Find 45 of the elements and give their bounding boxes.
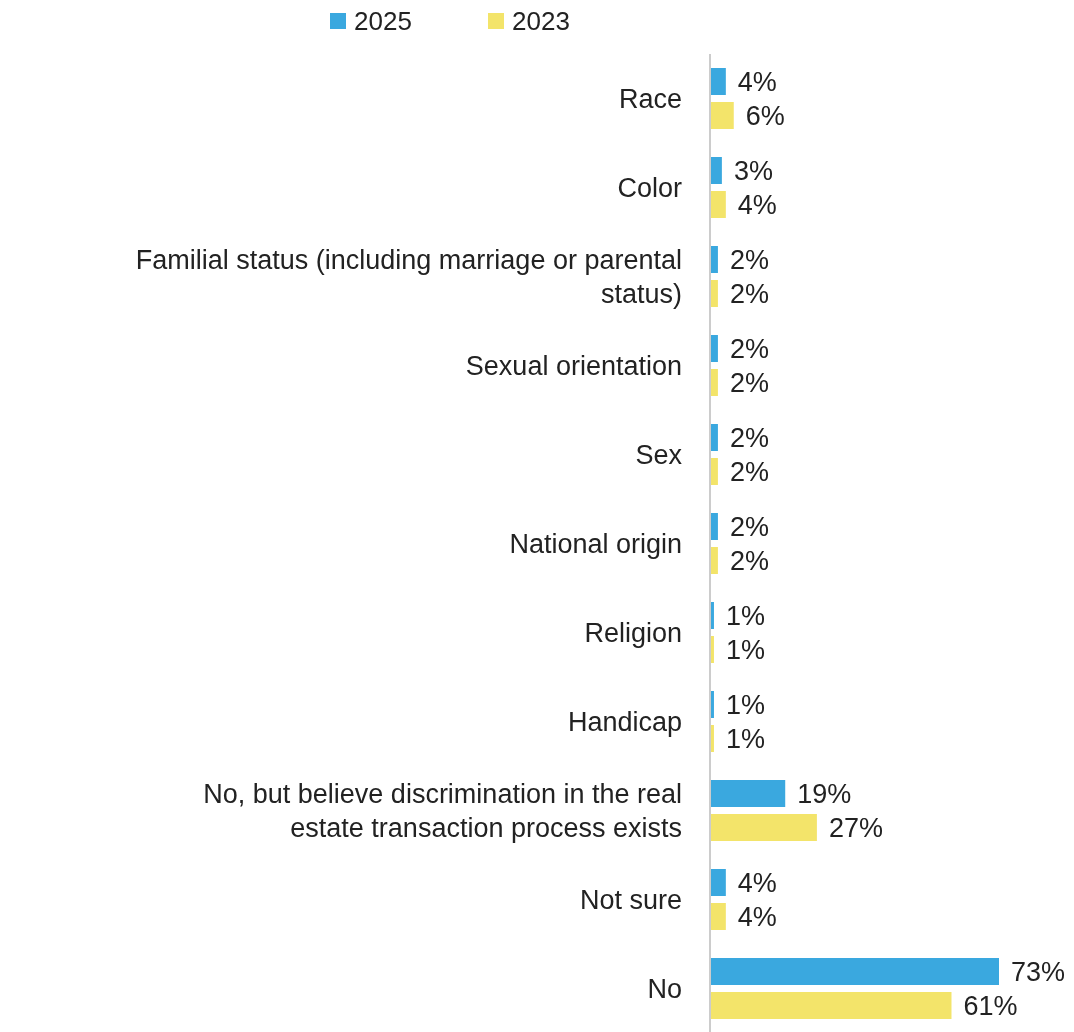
data-label: 1% — [725, 689, 765, 720]
y-tick-label: No — [647, 973, 682, 1004]
y-tick-label: No, but believe discrimination in the real estate transaction process exists — [203, 778, 682, 843]
data-label: 2% — [729, 244, 769, 275]
data-label: 4% — [737, 867, 777, 898]
data-label: 4% — [737, 189, 777, 220]
y-tick-label: Handicap — [567, 706, 682, 737]
y-tick-label: Sexual orientation — [465, 350, 682, 381]
bar — [710, 68, 726, 95]
data-label: 1% — [725, 634, 765, 665]
data-label: 27% — [828, 812, 883, 843]
bar — [710, 780, 786, 807]
legend-label: 2025 — [354, 6, 412, 37]
bar — [710, 157, 722, 184]
data-label: 2% — [729, 367, 769, 398]
data-label: 4% — [737, 66, 777, 97]
bar — [710, 903, 726, 930]
data-label: 2% — [729, 511, 769, 542]
data-label: 1% — [725, 723, 765, 754]
data-label: 73% — [1011, 956, 1066, 987]
data-label: 2% — [729, 333, 769, 364]
y-tick-label: Familial status (including marriage or parental status) — [135, 244, 682, 309]
y-tick-label: Sex — [635, 439, 683, 470]
data-label: 1% — [725, 600, 765, 631]
data-label: 2% — [729, 456, 769, 487]
y-tick-label: Religion — [584, 617, 682, 648]
bar — [710, 814, 817, 841]
data-label: 2% — [729, 545, 769, 576]
y-tick-label: Not sure — [579, 884, 682, 915]
data-label: 2% — [729, 278, 769, 309]
data-label: 3% — [733, 155, 773, 186]
data-label: 2% — [729, 422, 769, 453]
y-tick-label: National origin — [509, 528, 682, 559]
data-label: 6% — [745, 100, 785, 131]
data-label: 61% — [963, 990, 1018, 1021]
y-tick-label: Color — [617, 172, 682, 203]
bar — [710, 102, 734, 129]
bar — [710, 958, 999, 985]
data-label: 19% — [797, 778, 852, 809]
bar — [710, 191, 726, 218]
legend-label: 2023 — [512, 6, 570, 37]
y-tick-label: Race — [618, 83, 682, 114]
bar — [710, 992, 952, 1019]
bar — [710, 869, 726, 896]
data-label: 4% — [737, 901, 777, 932]
